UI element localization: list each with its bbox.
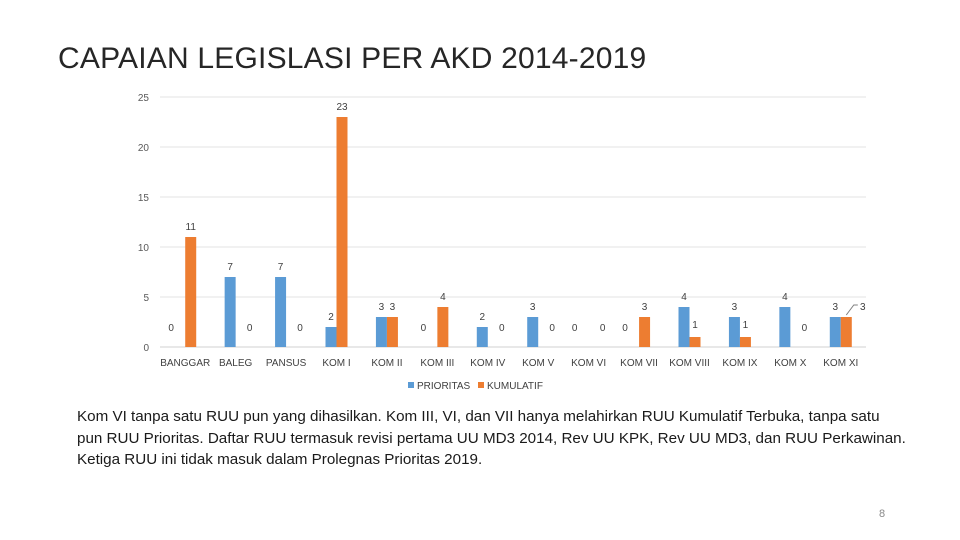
- y-tick-label: 25: [138, 93, 150, 104]
- x-tick-label: PANSUS: [266, 358, 307, 369]
- bar-kumulatif: [386, 317, 398, 347]
- legend-swatch-kumulatif: [478, 382, 484, 388]
- slide-title: CAPAIAN LEGISLASI PER AKD 2014-2019: [58, 42, 647, 75]
- data-label-prioritas: 3: [530, 302, 536, 313]
- bar-kumulatif: [185, 237, 197, 347]
- data-label-prioritas: 7: [278, 262, 284, 273]
- data-label-prioritas: 0: [572, 323, 578, 334]
- x-tick-label: KOM VI: [571, 358, 606, 369]
- gridlines: [160, 96, 866, 348]
- data-label-prioritas: 3: [833, 302, 839, 313]
- data-label-kumulatif: 3: [642, 302, 648, 313]
- data-label-kumulatif: 3: [860, 302, 866, 313]
- legend-label-kumulatif: KUMULATIF: [487, 381, 543, 392]
- leader-line: [845, 304, 858, 316]
- y-tick-label: 20: [138, 143, 150, 154]
- data-label-prioritas: 3: [379, 302, 385, 313]
- data-label-prioritas: 3: [732, 302, 738, 313]
- legend: PRIORITAS KUMULATIF: [408, 381, 543, 392]
- data-label-prioritas: 4: [782, 292, 788, 303]
- data-label-kumulatif: 0: [499, 323, 505, 334]
- data-label-prioritas: 0: [421, 323, 427, 334]
- bar-prioritas: [375, 317, 387, 347]
- x-tick-label: BANGGAR: [160, 358, 210, 369]
- bar-prioritas: [678, 307, 690, 347]
- x-tick-label: KOM III: [420, 358, 454, 369]
- bar-kumulatif: [437, 307, 449, 347]
- data-label-prioritas: 7: [227, 262, 233, 273]
- data-label-kumulatif: 1: [743, 320, 749, 331]
- bar-prioritas: [275, 277, 287, 347]
- data-label-prioritas: 4: [681, 292, 687, 303]
- data-label-prioritas: 0: [168, 323, 174, 334]
- data-label-kumulatif: 4: [440, 292, 446, 303]
- bar-kumulatif: [739, 337, 751, 347]
- data-label-kumulatif: 0: [247, 323, 253, 334]
- bar-kumulatif: [336, 117, 348, 347]
- y-tick-label: 0: [143, 343, 149, 354]
- x-tick-label: KOM VII: [620, 358, 658, 369]
- bar-kumulatif: [639, 317, 651, 347]
- data-label-kumulatif: 0: [297, 323, 303, 334]
- data-label-kumulatif: 0: [802, 323, 808, 334]
- bars: [185, 117, 852, 347]
- bar-prioritas: [829, 317, 841, 347]
- data-label-kumulatif: 0: [549, 323, 555, 334]
- data-label-kumulatif: 1: [692, 320, 698, 331]
- bar-prioritas: [476, 327, 488, 347]
- legend-label-prioritas: PRIORITAS: [417, 381, 470, 392]
- x-tick-label: KOM X: [774, 358, 807, 369]
- data-label-prioritas: 2: [480, 312, 486, 323]
- data-label-kumulatif: 11: [186, 222, 197, 233]
- x-axis-ticks: BANGGAR BALEG PANSUS KOM I KOM II KOM III KOM …: [160, 358, 858, 369]
- y-tick-label: 15: [138, 193, 150, 204]
- data-label-prioritas: 0: [622, 323, 628, 334]
- bar-kumulatif: [840, 317, 852, 347]
- bar-prioritas: [728, 317, 740, 347]
- bar-kumulatif: [689, 337, 701, 347]
- x-tick-label: BALEG: [219, 358, 253, 369]
- bar-prioritas: [224, 277, 236, 347]
- slide-caption: Kom VI tanpa satu RUU pun yang dihasilka…: [77, 408, 906, 468]
- legend-swatch-prioritas: [408, 382, 414, 388]
- data-label-kumulatif: 0: [600, 323, 606, 334]
- bar-prioritas: [527, 317, 539, 347]
- bar-prioritas: [325, 327, 337, 347]
- y-tick-label: 5: [143, 293, 149, 304]
- x-tick-label: KOM VIII: [669, 358, 710, 369]
- y-axis-ticks: 0 5 10 15 20 25: [138, 93, 150, 354]
- bar-prioritas: [779, 307, 791, 347]
- x-tick-label: KOM V: [522, 358, 555, 369]
- x-tick-label: KOM IV: [470, 358, 505, 369]
- x-tick-label: KOM I: [322, 358, 350, 369]
- x-tick-label: KOM XI: [823, 358, 858, 369]
- x-tick-label: KOM II: [371, 358, 402, 369]
- data-label-kumulatif: 23: [336, 102, 348, 113]
- page-number: 8: [878, 508, 886, 520]
- data-label-kumulatif: 3: [390, 302, 396, 313]
- data-label-prioritas: 2: [328, 312, 334, 323]
- y-tick-label: 10: [138, 243, 150, 254]
- x-tick-label: KOM IX: [722, 358, 757, 369]
